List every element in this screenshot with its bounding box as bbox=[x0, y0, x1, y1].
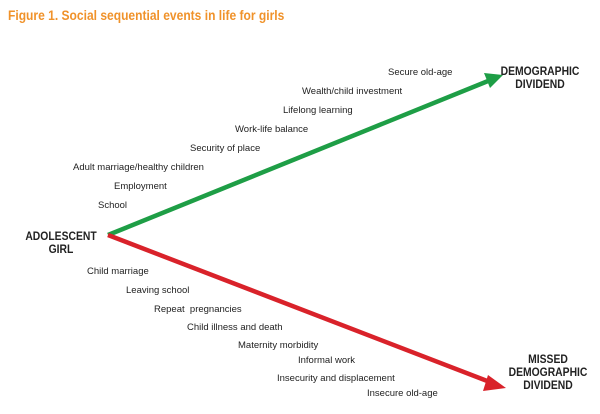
event-insecure-old-age: Insecure old-age bbox=[367, 388, 438, 399]
event-wealth-child-investment: Wealth/child investment bbox=[302, 86, 403, 97]
adolescent-girl-label: ADOLESCENT GIRL bbox=[25, 231, 97, 256]
event-security-of-place: Security of place bbox=[190, 143, 261, 154]
event-insecurity-and-displacement: Insecurity and displacement bbox=[277, 373, 395, 384]
event-child-marriage: Child marriage bbox=[87, 266, 149, 277]
event-child-illness-and-death: Child illness and death bbox=[187, 322, 283, 333]
event-lifelong-learning: Lifelong learning bbox=[283, 105, 353, 116]
missed-demographic-dividend-label: MISSED DEMOGRAPHIC DIVIDEND bbox=[508, 354, 588, 392]
event-informal-work: Informal work bbox=[298, 355, 356, 366]
demographic-dividend-label: DEMOGRAPHIC DIVIDEND bbox=[500, 66, 580, 91]
event-leaving-school: Leaving school bbox=[126, 285, 190, 296]
event-employment: Employment bbox=[114, 181, 167, 192]
event-school: School bbox=[98, 200, 128, 211]
event-secure-old-age: Secure old-age bbox=[388, 67, 453, 78]
event-repeat-pregnancies: Repeat pregnancies bbox=[154, 304, 242, 315]
event-work-life-balance: Work-life balance bbox=[235, 124, 309, 135]
event-maternity-morbidity: Maternity morbidity bbox=[238, 340, 319, 351]
event-adult-marriage-healthy-children: Adult marriage/healthy children bbox=[73, 162, 204, 173]
figure-title: Figure 1. Social sequential events in li… bbox=[8, 7, 285, 23]
positive-arrowhead bbox=[484, 73, 503, 88]
negative-arrowhead bbox=[483, 375, 506, 391]
positive-path-arrow bbox=[107, 76, 494, 238]
negative-path-arrow bbox=[107, 232, 496, 387]
